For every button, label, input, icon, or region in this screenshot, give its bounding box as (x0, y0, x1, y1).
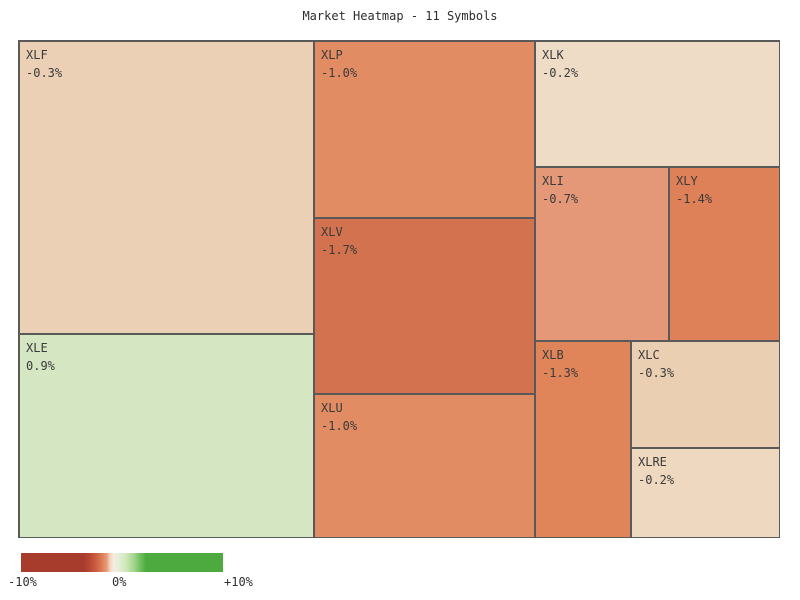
tile-symbol: XLV (321, 225, 343, 239)
treemap-tile-xlu: XLU -1.0% (314, 394, 535, 537)
page-title: Market Heatmap - 11 Symbols (302, 9, 498, 23)
tile-change: 0.9% (26, 359, 55, 373)
treemap-tile-xlc: XLC -0.3% (631, 341, 779, 448)
tile-symbol: XLC (638, 348, 660, 362)
tile-symbol: XLK (542, 48, 564, 62)
tile-change: -0.3% (26, 66, 63, 80)
treemap-tile-xlf: XLF -0.3% (19, 41, 314, 334)
tile-change: -0.2% (638, 473, 675, 487)
tile-symbol: XLB (542, 348, 564, 362)
color-scale-legend: -10% 0% +10% (0, 548, 300, 600)
legend-min-label: -10% (8, 575, 37, 589)
legend-max-label: +10% (224, 575, 253, 589)
treemap-tile-xlp: XLP -1.0% (314, 41, 535, 218)
tile-change: -1.7% (321, 243, 358, 257)
tile-symbol: XLP (321, 48, 343, 62)
tile-change: -1.3% (542, 366, 579, 380)
tile-change: -0.2% (542, 66, 579, 80)
treemap-tile-xlb: XLB -1.3% (535, 341, 631, 537)
treemap-tile-xlv: XLV -1.7% (314, 218, 535, 394)
tile-symbol: XLF (26, 48, 48, 62)
tile-symbol: XLU (321, 401, 343, 415)
treemap-tile-xly: XLY -1.4% (669, 167, 779, 341)
tile-change: -0.3% (638, 366, 675, 380)
legend-mid-label: 0% (112, 575, 127, 589)
tile-symbol: XLY (676, 174, 698, 188)
tile-change: -1.4% (676, 192, 713, 206)
treemap-tile-xle: XLE 0.9% (19, 334, 314, 537)
tile-symbol: XLI (542, 174, 564, 188)
tile-change: -1.0% (321, 66, 358, 80)
tile-change: -0.7% (542, 192, 579, 206)
tile-symbol: XLRE (638, 455, 667, 469)
treemap-tile-xlre: XLRE -0.2% (631, 448, 779, 537)
color-gradient-bar (21, 553, 223, 572)
tile-symbol: XLE (26, 341, 48, 355)
treemap-tile-xlk: XLK -0.2% (535, 41, 779, 167)
treemap-chart: XLF -0.3% XLE 0.9% XLP -1.0% XLV -1.7% XLU -1.0% X… (18, 40, 780, 538)
treemap-tile-xli: XLI -0.7% (535, 167, 669, 341)
tile-change: -1.0% (321, 419, 358, 433)
